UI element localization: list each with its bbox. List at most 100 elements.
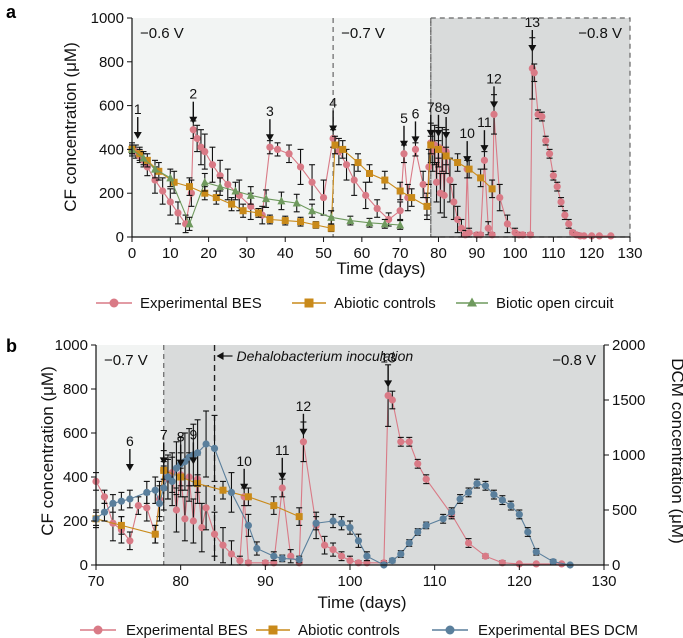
pb-annotation-label-2: 8 [177, 429, 185, 445]
pa-series-2-point-17 [396, 220, 405, 229]
pa-phase-label-1: −0.7 V [341, 25, 385, 42]
pa-series-1-point-8 [228, 200, 236, 208]
pb-series-0-point-14 [181, 515, 189, 523]
pb-inoculation-arrowhead [216, 352, 224, 360]
pb-series-0-point-47 [464, 539, 473, 547]
pb-series-0-point-34 [329, 546, 337, 554]
pa-series-0-point-14 [201, 147, 209, 156]
pa-series-1-point-6 [201, 189, 209, 197]
pa-series-1-point-29 [477, 174, 485, 182]
pa-annotation-arrowhead-0 [133, 132, 142, 140]
pb-series-2-point-26 [329, 517, 337, 525]
pb-annotation-arrowhead-6 [299, 428, 308, 436]
pa-series-2-point-13 [327, 212, 336, 221]
pb-series-1-point-9 [295, 513, 303, 521]
pa-series-2-point-2 [150, 164, 159, 173]
pa-annotation-arrowhead-9 [463, 156, 472, 164]
pa-series-0-point-83 [580, 232, 588, 240]
pa-series-0-point-37 [411, 145, 420, 153]
legend-b-abiotic-marker [268, 625, 278, 635]
pa-series-0-point-64 [503, 220, 512, 228]
pa-series-2-point-1 [139, 153, 148, 162]
pa-series-0-point-84 [588, 232, 596, 240]
pb-annotation-label-7: 13 [380, 349, 396, 365]
pb-ytick-label-3: 600 [63, 425, 88, 442]
pa-annotation-label-1: 2 [189, 86, 197, 102]
pa-series-0-point-21 [266, 143, 274, 151]
pa-series-0-point-6 [159, 187, 167, 195]
pa-series-1-point-17 [339, 145, 347, 153]
pb-series-0-point-44 [414, 460, 422, 468]
panel-a-xlabel: Time (days) [336, 259, 425, 278]
pa-xtick-label-13: 130 [617, 245, 642, 262]
pa-annotation-label-6: 7 [427, 99, 435, 115]
pa-series-2-point-3 [166, 173, 175, 182]
pa-series-0-point-34 [396, 207, 404, 215]
pa-series-0-point-33 [385, 215, 393, 224]
pb-series-2-point-21 [253, 544, 261, 553]
pa-annotation-arrowhead-6 [426, 129, 435, 137]
pb-series-2 [92, 410, 574, 569]
pa-series-1-point-22 [408, 194, 416, 202]
pa-series-1-point-4 [170, 178, 178, 186]
pb-series-0-point-22 [227, 550, 236, 558]
pa-series-0-point-35 [400, 150, 408, 158]
pa-annotation-arrowhead-8 [442, 132, 451, 140]
pb-xtick-label-2: 90 [257, 573, 274, 590]
pb-series-0-point-23 [236, 557, 244, 565]
pb-series-2-point-29 [354, 537, 363, 545]
pa-annotation-arrowhead-12 [528, 45, 537, 52]
pa-xtick-label-2: 20 [200, 245, 217, 262]
pa-annotation-arrowhead-4 [399, 140, 408, 148]
legend-a-bes-marker [109, 298, 119, 308]
legend-a-biotic-marker [467, 297, 477, 307]
pb-series-0-point-50 [515, 560, 523, 568]
legend-a-abiotic-marker [304, 298, 314, 308]
pa-series-1-point-26 [442, 152, 450, 160]
panel-a-legend: Experimental BES Abiotic controls Biotic… [96, 295, 614, 312]
pa-series-0-point-22 [273, 145, 282, 153]
pa-series-0-point-79 [565, 220, 573, 228]
pa-xtick-label-10: 100 [503, 245, 528, 262]
pa-series-0-point-23 [285, 150, 293, 158]
pb-y2tick-label-0: 0 [612, 557, 620, 574]
pb-series-2-point-7 [155, 499, 164, 507]
pa-series-1-point-13 [297, 218, 305, 226]
pb-annotation-label-5: 11 [275, 442, 290, 458]
pa-series-1-point-12 [281, 217, 289, 225]
pa-series-1-point-9 [239, 207, 247, 215]
pa-series-0-point-26 [319, 193, 328, 202]
pa-series-1-point-23 [423, 202, 431, 210]
pa-series-1-point-30 [488, 185, 496, 193]
pb-series-2-point-3 [117, 497, 125, 505]
pa-series-1-point-15 [327, 224, 335, 232]
pb-annotation-arrowhead-0 [125, 464, 134, 471]
pb-series-2-point-47 [524, 528, 532, 536]
pb-series-0-point-16 [189, 517, 197, 525]
pb-series-2-point-44 [498, 496, 506, 504]
pb-annotation-arrowhead-4 [240, 483, 249, 491]
pa-series-2-point-14 [346, 216, 355, 225]
pb-series-2-point-4 [126, 495, 134, 503]
pa-series-0-point-40 [425, 163, 433, 171]
pa-series-0-point-56 [465, 229, 473, 237]
pa-series-1-point-24 [427, 141, 435, 149]
pa-series-0-point-11 [189, 126, 197, 134]
pb-y2tick-label-4: 2000 [612, 337, 645, 354]
pa-series-0-point-78 [561, 211, 569, 219]
pb-series-2-point-36 [422, 521, 430, 530]
pb-series-2-point-20 [244, 521, 252, 530]
pa-series-0-point-74 [545, 150, 554, 158]
pa-annotation-arrowhead-10 [480, 145, 489, 153]
pa-xtick-label-11: 110 [541, 245, 565, 262]
pa-series-0-point-32 [373, 204, 381, 213]
pb-xtick-label-1: 80 [172, 573, 189, 590]
pa-series-2-point-12 [308, 206, 317, 215]
pb-series-0-point-33 [321, 541, 329, 549]
pa-annotation-arrowhead-3 [329, 125, 338, 133]
pa-phase-label-2: −0.8 V [578, 25, 622, 42]
legend-b-bes-marker [93, 625, 103, 635]
panel-a-ylabel: CF concentration (μM) [61, 42, 80, 211]
pa-ytick-label-1: 200 [99, 185, 124, 202]
pa-series-0-point-25 [308, 178, 316, 186]
